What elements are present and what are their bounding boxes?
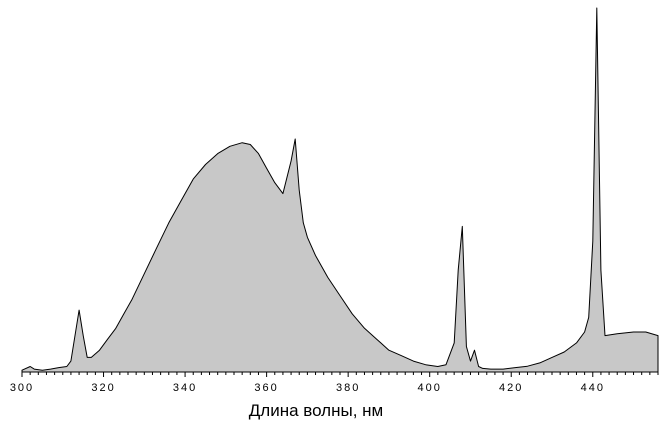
x-tick-label: 400: [418, 382, 442, 394]
x-tick-label: 440: [581, 382, 605, 394]
plot-area: [21, 7, 659, 373]
x-tick-label: 360: [254, 382, 278, 394]
x-tick-label: 320: [91, 382, 115, 394]
x-axis-title: Длина волны, нм: [249, 401, 383, 420]
x-tick-label: 380: [336, 382, 360, 394]
x-tick-label: 340: [173, 382, 197, 394]
x-axis: 300 320 340 360 380 400 420 440: [10, 371, 659, 394]
x-tick-label: 300: [10, 382, 34, 394]
spectrum-area: [21, 7, 659, 373]
x-tick-label: 420: [499, 382, 523, 394]
